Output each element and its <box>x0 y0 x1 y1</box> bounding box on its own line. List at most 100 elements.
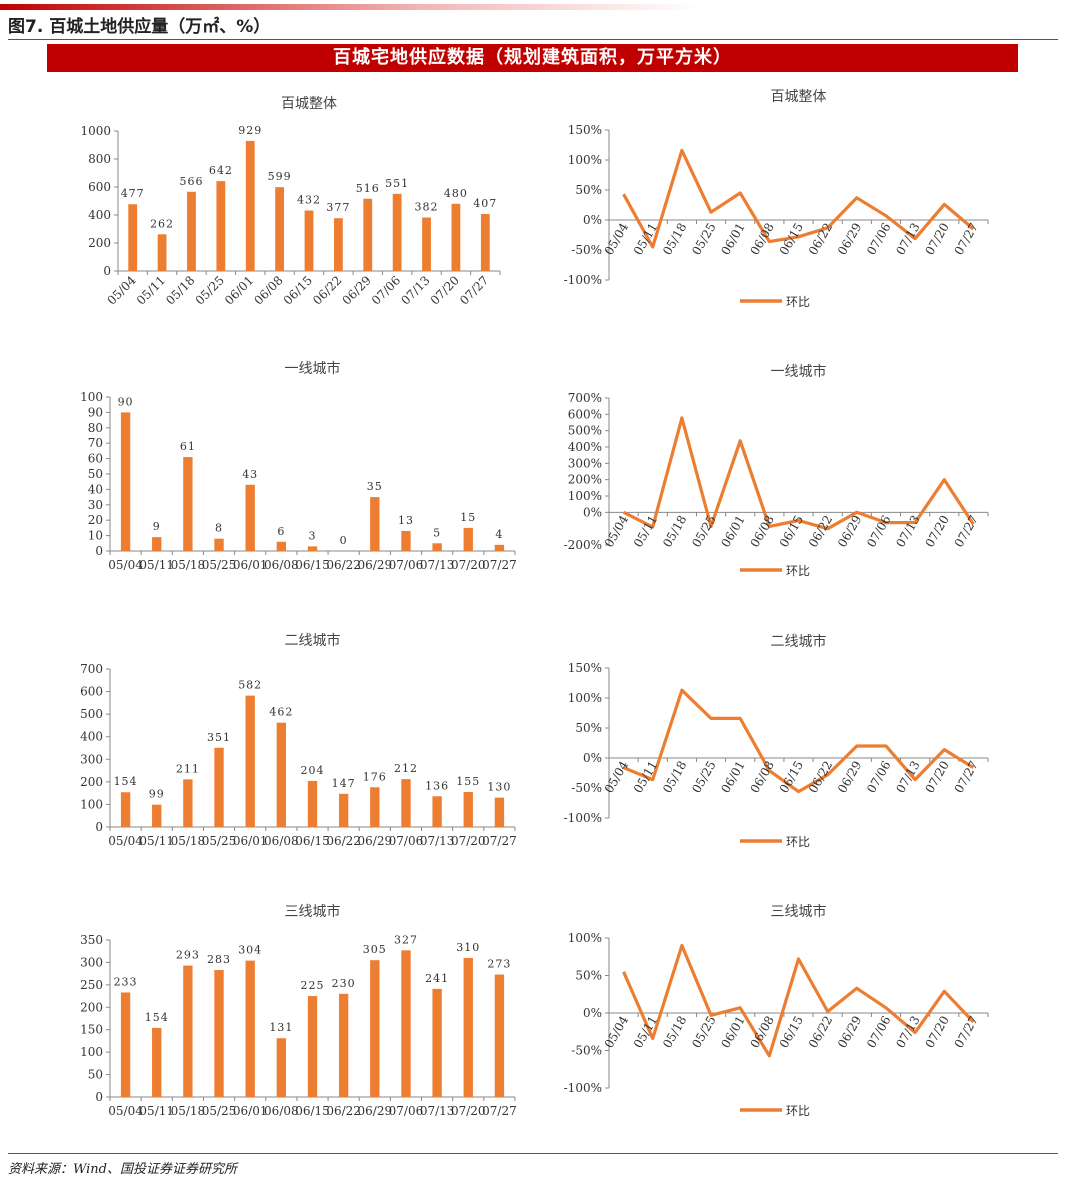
x-tick-label: 05/04 <box>104 273 139 308</box>
chart-title: 三线城市 <box>285 903 341 920</box>
legend-label: 环比 <box>786 835 810 849</box>
bar <box>216 181 226 271</box>
x-tick-label: 06/29 <box>835 1014 864 1051</box>
bar <box>152 1027 162 1097</box>
figure-title: 图7. 百城土地供应量（万㎡、%） <box>8 17 271 37</box>
x-tick-label: 06/01 <box>233 834 268 848</box>
series-line <box>622 416 975 531</box>
bar <box>120 992 131 1097</box>
y-tick-label: -200% <box>564 538 602 552</box>
data-label: 154 <box>114 775 138 788</box>
y-tick-label: 40 <box>88 482 103 496</box>
bar <box>276 722 287 827</box>
y-tick-label: 70 <box>88 436 103 450</box>
data-label: 204 <box>301 764 325 777</box>
y-tick-label: 10 <box>88 529 103 543</box>
x-tick-label: 07/27 <box>482 1104 517 1118</box>
data-label: 262 <box>150 217 174 230</box>
x-tick-label: 07/13 <box>893 513 922 550</box>
data-label: 35 <box>367 480 383 493</box>
x-tick-label: 06/22 <box>310 273 344 307</box>
data-label: 130 <box>487 781 511 794</box>
y-tick-label: 250 <box>80 978 103 992</box>
y-tick-label: -100% <box>564 1081 602 1095</box>
bar <box>370 497 380 551</box>
chart-title: 百城整体 <box>771 89 827 105</box>
x-tick-label: 06/29 <box>835 221 864 258</box>
data-label: 566 <box>179 175 203 188</box>
bar <box>120 412 131 551</box>
y-tick-label: 800 <box>88 152 111 166</box>
data-label: 43 <box>242 468 258 481</box>
bar <box>245 484 255 551</box>
legend-label: 环比 <box>786 295 810 309</box>
data-label: 642 <box>209 164 233 177</box>
x-tick-label: 06/01 <box>233 1104 268 1118</box>
data-label: 310 <box>456 941 480 954</box>
x-tick-label: 07/20 <box>451 558 486 572</box>
footer-divider <box>8 1153 1058 1154</box>
x-tick-label: 06/15 <box>281 273 315 307</box>
x-tick-label: 06/08 <box>264 558 299 572</box>
x-tick-label: 07/13 <box>420 1104 455 1118</box>
bar <box>276 1038 287 1097</box>
x-tick-label: 06/01 <box>718 759 747 796</box>
y-tick-label: 700 <box>80 662 103 676</box>
y-tick-label: 150 <box>80 1023 103 1037</box>
line-chart-all-cities: 百城整体-100%-50%0%50%100%150%05/04 05/11 05/1… <box>564 89 989 309</box>
data-label: 305 <box>363 943 387 956</box>
bar <box>214 970 224 1097</box>
x-tick-label: 05/25 <box>202 834 237 848</box>
bar <box>480 214 490 271</box>
bar <box>338 993 349 1097</box>
y-tick-label: 100% <box>568 489 602 503</box>
bar <box>401 779 411 827</box>
y-tick-label: 300 <box>80 955 103 969</box>
data-label: 516 <box>356 182 380 195</box>
y-tick-label: 200 <box>88 236 111 250</box>
bar <box>333 218 343 271</box>
bar <box>245 960 255 1097</box>
y-tick-label: 50% <box>575 721 602 735</box>
x-tick-label: 07/27 <box>457 273 491 307</box>
x-tick-label: 05/11 <box>139 834 174 848</box>
x-tick-label: 06/22 <box>326 558 361 572</box>
header-divider <box>8 39 1058 40</box>
x-tick-label: 05/11 <box>631 759 660 796</box>
y-tick-label: 200 <box>80 1000 103 1014</box>
x-tick-label: 07/06 <box>864 759 893 796</box>
bar <box>494 797 505 827</box>
x-tick-label: 07/06 <box>389 558 424 572</box>
data-label: 155 <box>456 775 480 788</box>
x-tick-label: 05/04 <box>108 834 143 848</box>
data-label: 13 <box>398 514 414 527</box>
series-line <box>622 943 975 1058</box>
y-tick-label: 600 <box>88 180 111 194</box>
x-tick-label: 07/20 <box>922 513 951 550</box>
x-tick-label: 06/29 <box>358 1104 393 1118</box>
x-tick-label: 05/04 <box>602 220 632 257</box>
y-tick-label: 20 <box>88 513 103 527</box>
data-label: 929 <box>238 124 262 137</box>
chart-title: 三线城市 <box>771 903 827 920</box>
x-tick-label: 07/20 <box>428 273 462 307</box>
bar <box>157 234 167 271</box>
x-tick-label: 05/25 <box>689 221 718 258</box>
data-label: 233 <box>114 975 138 988</box>
data-label: 377 <box>326 201 350 214</box>
bar <box>276 541 287 551</box>
x-tick-label: 07/06 <box>389 834 424 848</box>
x-tick-label: 05/18 <box>171 834 206 848</box>
x-tick-label: 05/25 <box>689 1014 718 1051</box>
chart-title: 一线城市 <box>285 360 341 377</box>
data-label: 176 <box>363 770 387 783</box>
x-tick-label: 05/18 <box>171 1104 206 1118</box>
data-label: 6 <box>277 525 285 538</box>
source-note: 资料来源：Wind、国投证券证券研究所 <box>8 1162 237 1177</box>
section-banner: 百城宅地供应数据（规划建筑面积，万平方米） <box>47 44 1018 72</box>
bar <box>494 974 505 1097</box>
y-tick-label: 300 <box>80 752 103 766</box>
x-tick-label: 05/04 <box>602 1013 632 1050</box>
bar-chart-tier2: 二线城市 0 100 200 300 400 500 600 700 154 05/04 99 05/1… <box>80 632 517 848</box>
legend-label: 环比 <box>786 1104 810 1118</box>
